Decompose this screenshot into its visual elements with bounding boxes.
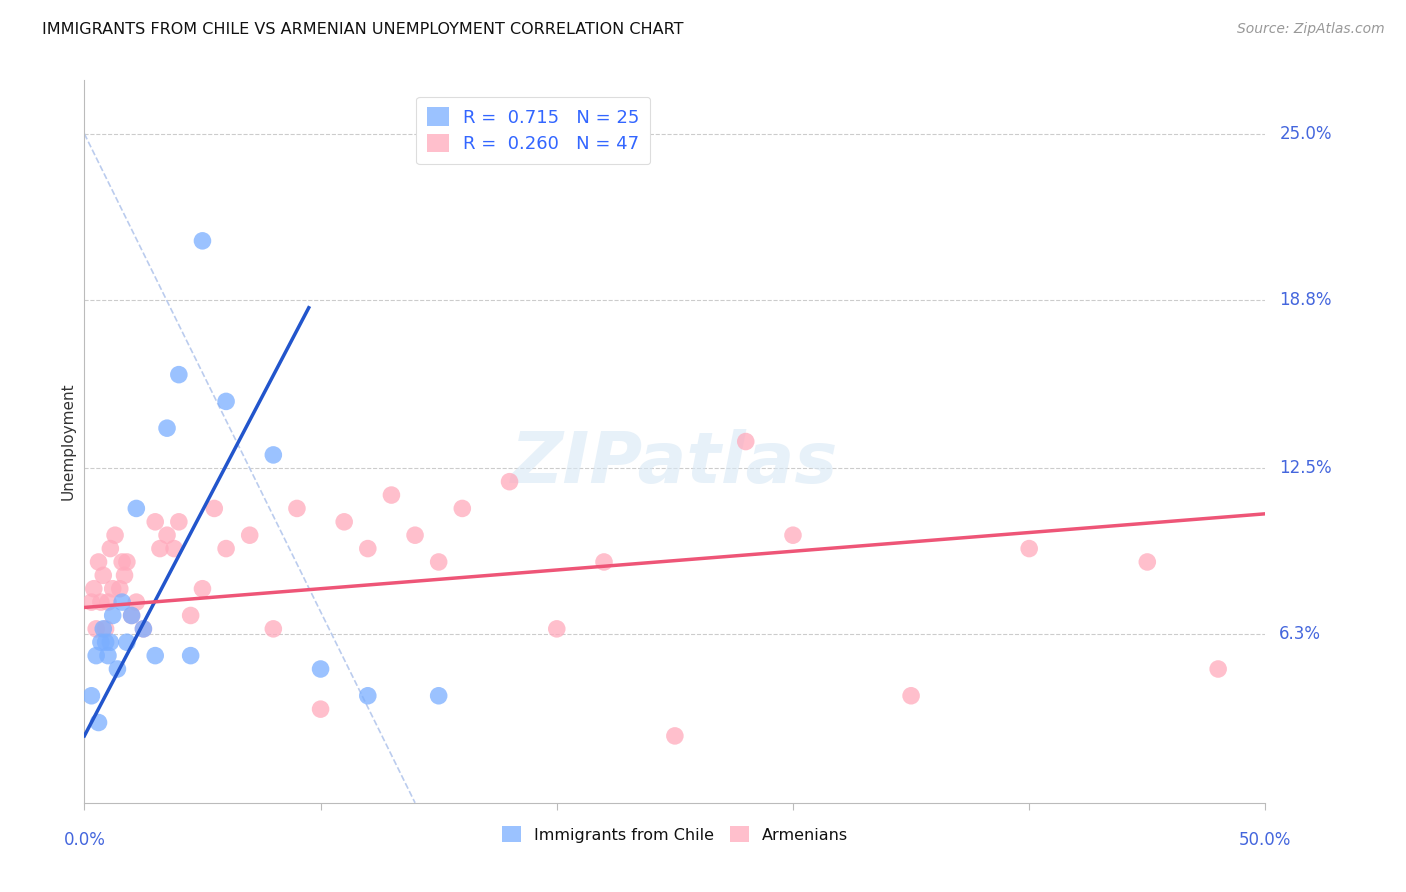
Point: [80, 595, 103, 609]
Point: [121, 608, 143, 623]
Text: 0.0%: 0.0%: [63, 830, 105, 848]
Point: [98, 541, 121, 556]
Point: [84, 648, 107, 663]
Point: [156, 528, 179, 542]
Point: [782, 528, 804, 542]
Point: [167, 368, 190, 382]
Point: [94, 622, 117, 636]
Point: [215, 394, 238, 409]
Point: [156, 421, 179, 435]
Point: [132, 622, 155, 636]
Point: [115, 635, 138, 649]
Point: [90, 595, 112, 609]
Point: [1136, 555, 1159, 569]
Point: [664, 729, 686, 743]
Point: [87, 555, 110, 569]
Point: [180, 648, 202, 663]
Point: [91, 622, 114, 636]
Point: [104, 528, 127, 542]
Point: [357, 689, 380, 703]
Text: 18.8%: 18.8%: [1279, 291, 1331, 309]
Text: 6.3%: 6.3%: [1279, 625, 1322, 643]
Text: ZIPatlas: ZIPatlas: [512, 429, 838, 498]
Point: [167, 515, 190, 529]
Point: [1018, 541, 1040, 556]
Point: [191, 582, 214, 596]
Point: [101, 608, 124, 623]
Text: 12.5%: 12.5%: [1279, 459, 1331, 477]
Point: [121, 608, 143, 623]
Point: [98, 635, 121, 649]
Point: [91, 568, 114, 582]
Point: [80, 689, 103, 703]
Point: [143, 648, 166, 663]
Point: [87, 715, 110, 730]
Legend: Immigrants from Chile, Armenians: Immigrants from Chile, Armenians: [495, 820, 855, 849]
Text: IMMIGRANTS FROM CHILE VS ARMENIAN UNEMPLOYMENT CORRELATION CHART: IMMIGRANTS FROM CHILE VS ARMENIAN UNEMPL…: [42, 22, 683, 37]
Point: [239, 528, 262, 542]
Point: [191, 234, 214, 248]
Point: [97, 595, 120, 609]
Point: [149, 541, 172, 556]
Point: [83, 582, 105, 596]
Point: [404, 528, 426, 542]
Point: [427, 555, 450, 569]
Point: [285, 501, 308, 516]
Point: [1206, 662, 1229, 676]
Text: 50.0%: 50.0%: [1239, 830, 1292, 848]
Point: [380, 488, 402, 502]
Point: [90, 635, 112, 649]
Point: [108, 582, 131, 596]
Point: [734, 434, 756, 449]
Point: [163, 541, 186, 556]
Point: [111, 555, 134, 569]
Point: [262, 622, 284, 636]
Text: 25.0%: 25.0%: [1279, 125, 1331, 143]
Point: [101, 582, 124, 596]
Point: [309, 662, 332, 676]
Point: [84, 622, 107, 636]
Point: [215, 541, 238, 556]
Point: [262, 448, 284, 462]
Point: [593, 555, 616, 569]
Point: [132, 622, 155, 636]
Y-axis label: Unemployment: Unemployment: [60, 383, 76, 500]
Point: [451, 501, 474, 516]
Point: [111, 595, 134, 609]
Point: [107, 662, 129, 676]
Point: [143, 515, 166, 529]
Point: [180, 608, 202, 623]
Point: [427, 689, 450, 703]
Point: [202, 501, 225, 516]
Text: Source: ZipAtlas.com: Source: ZipAtlas.com: [1237, 22, 1385, 37]
Point: [333, 515, 356, 529]
Point: [125, 501, 148, 516]
Point: [94, 635, 117, 649]
Point: [114, 568, 136, 582]
Point: [900, 689, 922, 703]
Point: [97, 648, 120, 663]
Point: [357, 541, 380, 556]
Point: [125, 595, 148, 609]
Point: [498, 475, 520, 489]
Point: [546, 622, 568, 636]
Point: [115, 555, 138, 569]
Point: [309, 702, 332, 716]
